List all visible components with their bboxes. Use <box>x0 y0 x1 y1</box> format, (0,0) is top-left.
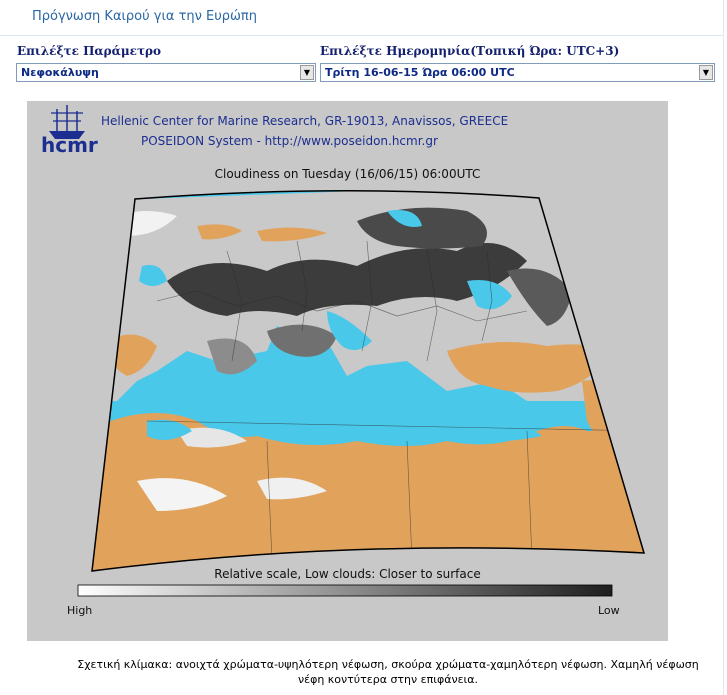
date-label: Επιλέξτε Ημερομηνία(Τοπική Ώρα: UTC+3) <box>320 44 620 58</box>
parameter-selected-value: Νεφοκάλυψη <box>21 66 99 79</box>
chevron-down-icon[interactable]: ▼ <box>699 65 713 80</box>
map-area <box>92 190 644 571</box>
parameter-label: Επιλέξτε Παράμετρο <box>17 44 162 58</box>
ship-logo-icon <box>49 105 85 139</box>
page-title: Πρόγνωση Καιρού για την Ευρώπη <box>32 9 257 24</box>
page-header: Πρόγνωση Καιρού για την Ευρώπη <box>0 0 727 36</box>
map-title: Cloudiness on Tuesday (16/06/15) 06:00UT… <box>214 167 481 181</box>
scale-caption: Relative scale, Low clouds: Closer to su… <box>214 567 481 581</box>
date-select[interactable]: Τρίτη 16-06-15 Ώρα 06:00 UTC ▼ <box>320 63 715 82</box>
logo-text: hcmr <box>41 133 98 157</box>
chevron-down-icon[interactable]: ▼ <box>300 65 314 80</box>
scale-high-label: High <box>67 604 93 617</box>
footnote-line1: Σχετική κλίμακα: ανοιχτά χρώματα-υψηλότε… <box>77 658 699 671</box>
parameter-select[interactable]: Νεφοκάλυψη ▼ <box>16 63 316 82</box>
map-graphic <box>49 105 646 597</box>
scale-footnote: Σχετική κλίμακα: ανοιχτά χρώματα-υψηλότε… <box>28 657 727 687</box>
footnote-line2: νέφη κοντύτερα στην επιφάνεια. <box>297 673 479 686</box>
map-header-line2: POSEIDON System - http://www.poseidon.hc… <box>141 134 438 148</box>
scale-low-label: Low <box>598 604 620 617</box>
right-edge <box>723 0 727 695</box>
forecast-map-image: hcmr Hellenic Center for Marine Research… <box>27 101 668 641</box>
cloud-scale-bar <box>77 584 613 597</box>
date-selected-value: Τρίτη 16-06-15 Ώρα 06:00 UTC <box>325 66 515 79</box>
map-header-line1: Hellenic Center for Marine Research, GR-… <box>101 114 509 128</box>
